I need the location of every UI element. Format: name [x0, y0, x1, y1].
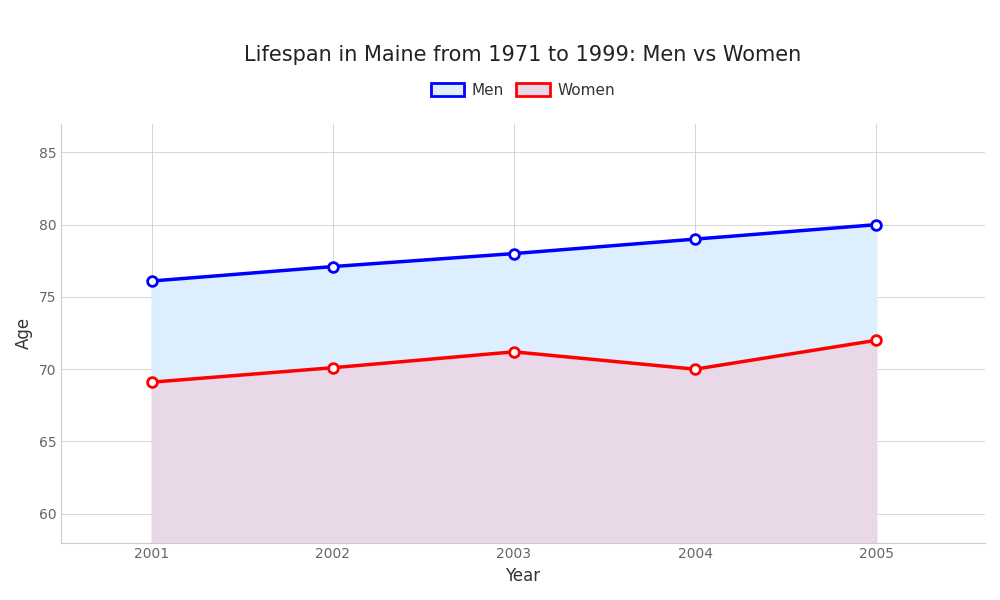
Title: Lifespan in Maine from 1971 to 1999: Men vs Women: Lifespan in Maine from 1971 to 1999: Men…	[244, 45, 802, 65]
Legend: Men, Women: Men, Women	[425, 77, 621, 104]
Y-axis label: Age: Age	[15, 317, 33, 349]
X-axis label: Year: Year	[505, 567, 541, 585]
